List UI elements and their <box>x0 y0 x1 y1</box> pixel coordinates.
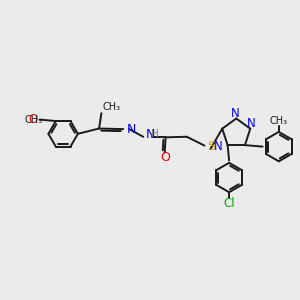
Text: N: N <box>231 107 239 120</box>
Text: CH₃: CH₃ <box>103 102 121 112</box>
Text: H: H <box>151 129 159 140</box>
Text: N: N <box>214 140 223 153</box>
Text: S: S <box>207 140 216 153</box>
Text: O: O <box>28 113 37 126</box>
Text: O: O <box>160 152 170 164</box>
Text: N: N <box>127 123 136 136</box>
Text: N: N <box>146 128 155 141</box>
Text: CH₃: CH₃ <box>270 116 288 126</box>
Text: CH₃: CH₃ <box>24 115 42 124</box>
Text: N: N <box>247 118 256 130</box>
Text: Cl: Cl <box>223 197 235 210</box>
